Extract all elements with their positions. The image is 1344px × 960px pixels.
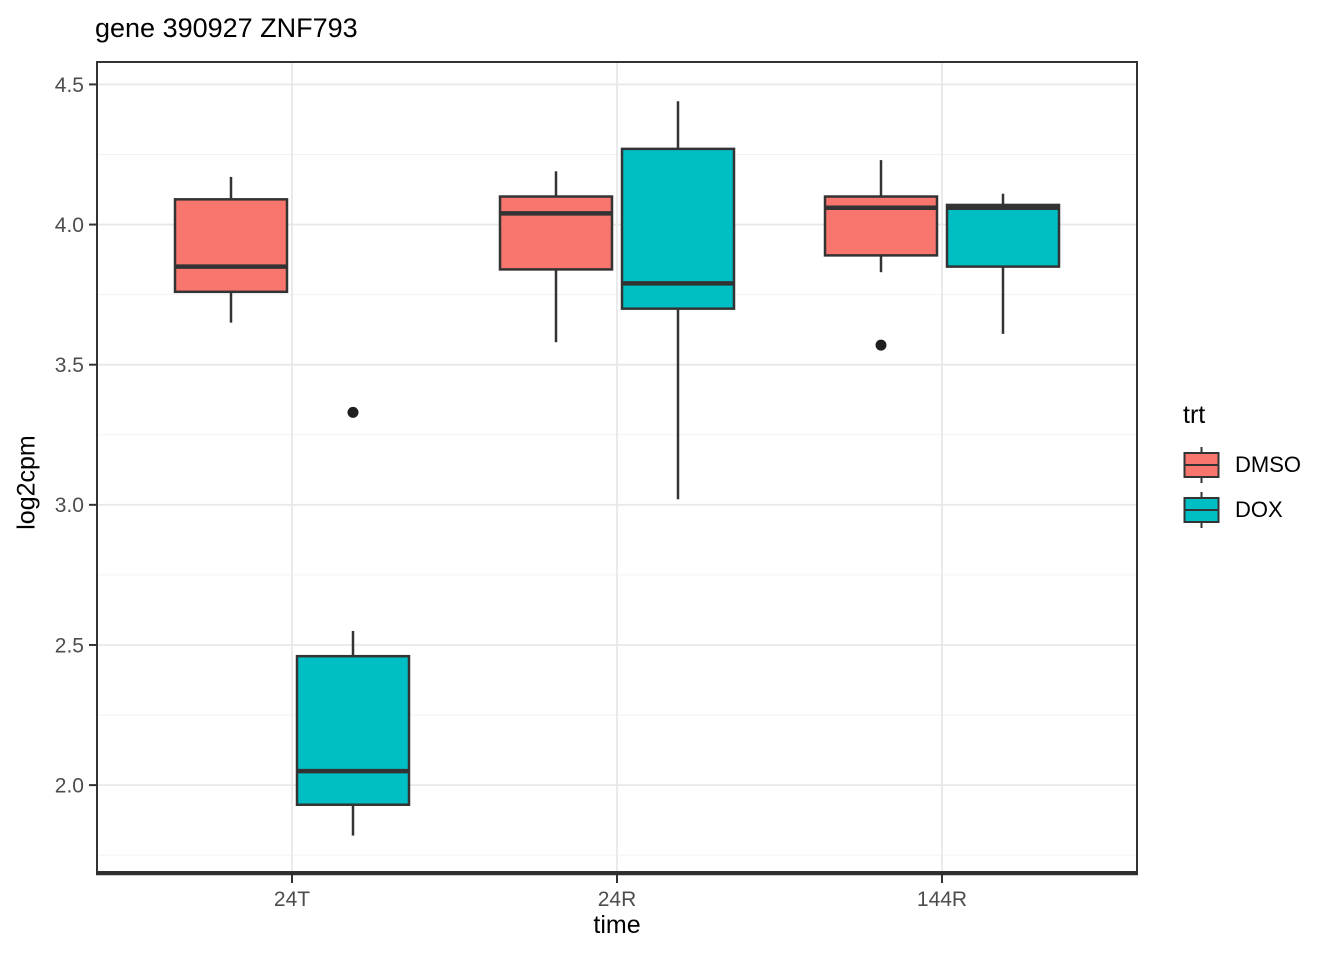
box <box>173 198 289 294</box>
y-tick-label: 3.5 <box>55 354 84 377</box>
x-tick-label: 24R <box>598 888 637 911</box>
legend-entry-dmso: DMSO <box>1183 446 1301 484</box>
boxplot-dox-24R <box>620 101 736 500</box>
boxplot-dox-24T <box>295 406 411 836</box>
box <box>295 654 411 806</box>
chart-title: gene 390927 ZNF793 <box>95 13 358 43</box>
boxplot-key-dmso-icon <box>1183 447 1220 483</box>
boxplot-dmso-144R <box>823 160 939 351</box>
box <box>498 195 614 271</box>
y-tick-label: 3.0 <box>55 494 84 517</box>
y-tick-label: 2.0 <box>55 774 84 797</box>
outlier-point <box>875 339 887 351</box>
y-axis-title: log2cpm <box>12 435 41 530</box>
legend: trt DMSO DOX <box>1183 401 1301 536</box>
y-tick-label: 4.5 <box>55 74 84 97</box>
box <box>823 195 939 257</box>
outlier-point <box>347 406 359 418</box>
x-axis-title: time <box>593 911 641 939</box>
boxplot-dox-144R <box>945 193 1061 334</box>
boxplot-dmso-24T <box>173 176 289 323</box>
legend-label-dox: DOX <box>1235 497 1283 522</box>
y-tick-label: 2.5 <box>55 634 84 657</box>
y-tick-label: 4.0 <box>55 214 84 237</box>
x-tick-label: 24T <box>274 888 310 911</box>
box <box>945 203 1061 268</box>
legend-title: trt <box>1183 401 1206 429</box>
legend-label-dmso: DMSO <box>1235 452 1301 477</box>
legend-entry-dox: DOX <box>1183 491 1301 529</box>
boxplot-key-dox-icon <box>1183 492 1220 528</box>
x-tick-label: 144R <box>917 888 967 911</box>
boxplot-dmso-24R <box>498 171 614 343</box>
